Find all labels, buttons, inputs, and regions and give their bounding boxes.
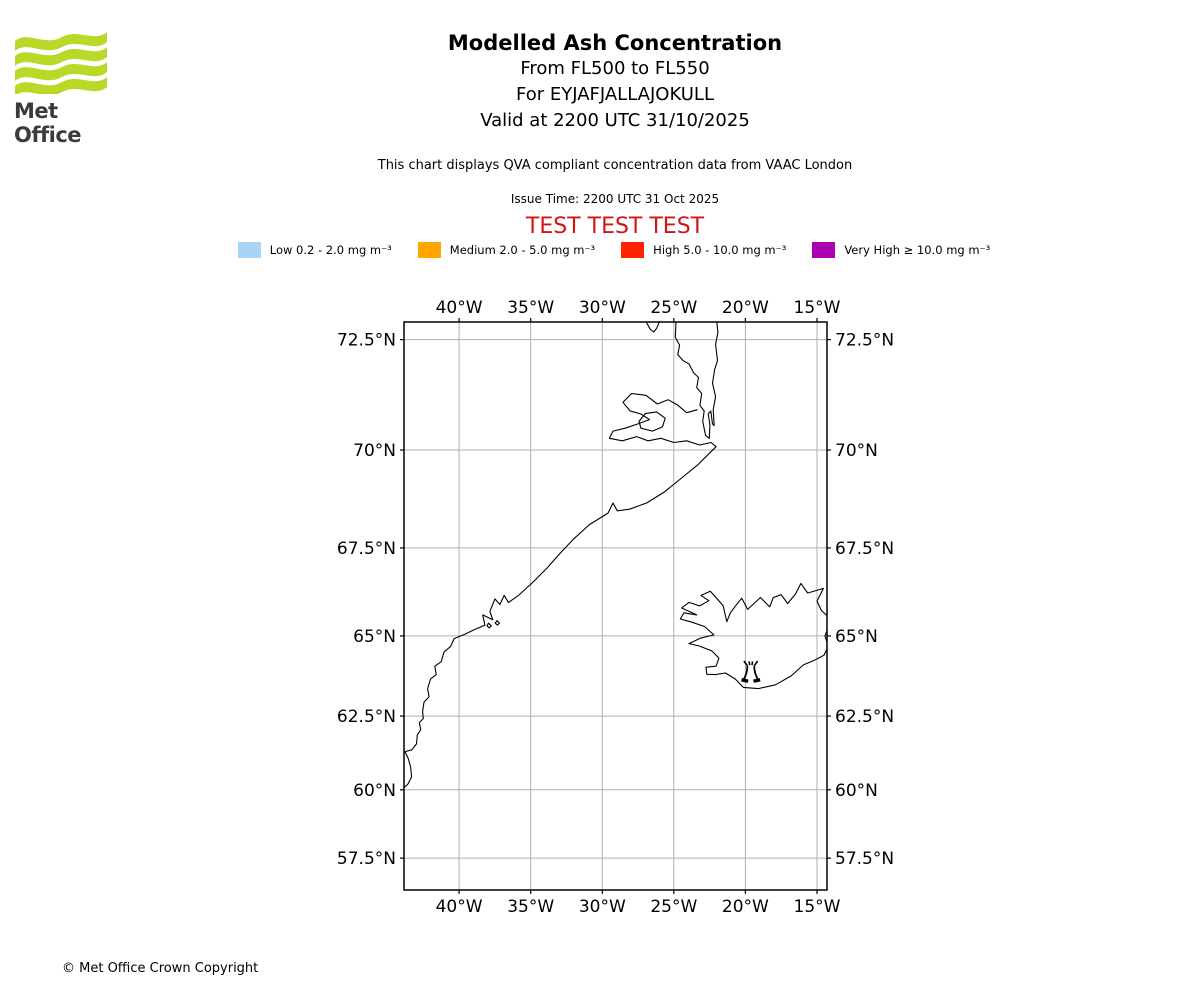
lon-label-bottom-15°W: 15°W — [794, 897, 841, 917]
coastline-milne-land-island — [638, 411, 666, 432]
lat-label-right-62.5°N: 62.5°N — [835, 707, 894, 727]
test-banner: TEST TEST TEST — [525, 214, 705, 239]
lat-label-right-57.5°N: 57.5°N — [835, 849, 894, 869]
lon-label-top-25°W: 25°W — [650, 298, 697, 318]
lon-label-bottom-25°W: 25°W — [650, 897, 697, 917]
coastline-greenland-ne-fjords — [674, 322, 719, 439]
valid-time-line: Valid at 2200 UTC 31/10/2025 — [480, 110, 750, 131]
lat-label-left-67.5°N: 67.5°N — [337, 539, 396, 559]
legend-item-3: Very High ≥ 10.0 mg m⁻³ — [812, 242, 990, 258]
volcano-name-line: For EYJAFJALLAJOKULL — [516, 84, 714, 105]
lat-label-right-72.5°N: 72.5°N — [835, 331, 894, 351]
lon-label-bottom-30°W: 30°W — [579, 897, 626, 917]
volcano-stroke-6 — [741, 678, 749, 683]
legend-item-1: Medium 2.0 - 5.0 mg m⁻³ — [417, 242, 596, 258]
lon-label-top-15°W: 15°W — [794, 298, 841, 318]
legend-label-1: Medium 2.0 - 5.0 mg m⁻³ — [449, 243, 596, 257]
volcano-stroke-5 — [751, 661, 754, 666]
lat-label-left-60°N: 60°N — [353, 781, 396, 801]
legend-label-3: Very High ≥ 10.0 mg m⁻³ — [844, 243, 991, 257]
legend-swatch-0 — [237, 242, 261, 258]
lat-label-right-67.5°N: 67.5°N — [835, 539, 894, 559]
lat-label-left-65°N: 65°N — [353, 627, 396, 647]
legend-swatch-2 — [621, 242, 645, 258]
lon-label-bottom-35°W: 35°W — [507, 897, 554, 917]
volcano-stroke-3 — [753, 660, 759, 667]
legend-label-0: Low 0.2 - 2.0 mg m⁻³ — [269, 243, 392, 257]
lat-label-left-62.5°N: 62.5°N — [337, 707, 396, 727]
met-office-waves-icon — [15, 32, 107, 96]
legend-swatch-1 — [417, 242, 441, 258]
volcano-stroke-1 — [753, 665, 759, 681]
coastline-greenland-scoresby-and-east-coast — [404, 392, 717, 789]
coastline-greenland-top-hook — [645, 322, 660, 333]
copyright: © Met Office Crown Copyright — [62, 961, 259, 976]
volcano-marker-icon — [741, 660, 761, 683]
header: Modelled Ash Concentration From FL500 to… — [315, 30, 915, 239]
legend-swatch-3 — [812, 242, 836, 258]
qva-note: This chart displays QVA compliant concen… — [377, 158, 853, 173]
flight-level-line: From FL500 to FL550 — [520, 58, 710, 79]
volcano-stroke-2 — [743, 660, 748, 667]
legend-item-0: Low 0.2 - 2.0 mg m⁻³ — [237, 242, 392, 258]
lon-label-bottom-40°W: 40°W — [436, 897, 483, 917]
lat-label-left-72.5°N: 72.5°N — [337, 331, 396, 351]
map-frame — [403, 321, 828, 891]
lat-label-right-60°N: 60°N — [835, 781, 878, 801]
coastline-ammassalik-island-1 — [486, 622, 492, 629]
legend: Low 0.2 - 2.0 mg m⁻³ Medium 2.0 - 5.0 mg … — [28, 242, 1200, 258]
coastline-ammassalik-island-2 — [494, 620, 501, 626]
coastlines — [404, 322, 827, 789]
lat-label-right-70°N: 70°N — [835, 441, 878, 461]
met-office-logo-text: Met Office — [14, 99, 82, 147]
lon-label-top-30°W: 30°W — [579, 298, 626, 318]
lon-label-top-40°W: 40°W — [436, 298, 483, 318]
volcano-stroke-4 — [748, 661, 751, 666]
issue-time: Issue Time: 2200 UTC 31 Oct 2025 — [510, 192, 720, 206]
lon-label-top-35°W: 35°W — [507, 298, 554, 318]
lat-label-left-57.5°N: 57.5°N — [337, 849, 396, 869]
lon-label-bottom-20°W: 20°W — [722, 897, 769, 917]
volcano-stroke-7 — [753, 678, 761, 683]
legend-item-2: High 5.0 - 10.0 mg m⁻³ — [621, 242, 786, 258]
lon-label-top-20°W: 20°W — [722, 298, 769, 318]
coastline-iceland — [679, 582, 827, 690]
ash-concentration-map: 40°W 40°W 35°W 35°W 30°W 30°W 25°W 25°W 20°W 20°W… — [337, 298, 894, 917]
lat-label-left-70°N: 70°N — [353, 441, 396, 461]
met-office-logo: Met Office — [14, 26, 108, 147]
legend-label-2: High 5.0 - 10.0 mg m⁻³ — [653, 243, 787, 257]
lat-label-right-65°N: 65°N — [835, 627, 878, 647]
page-title: Modelled Ash Concentration — [447, 31, 783, 55]
